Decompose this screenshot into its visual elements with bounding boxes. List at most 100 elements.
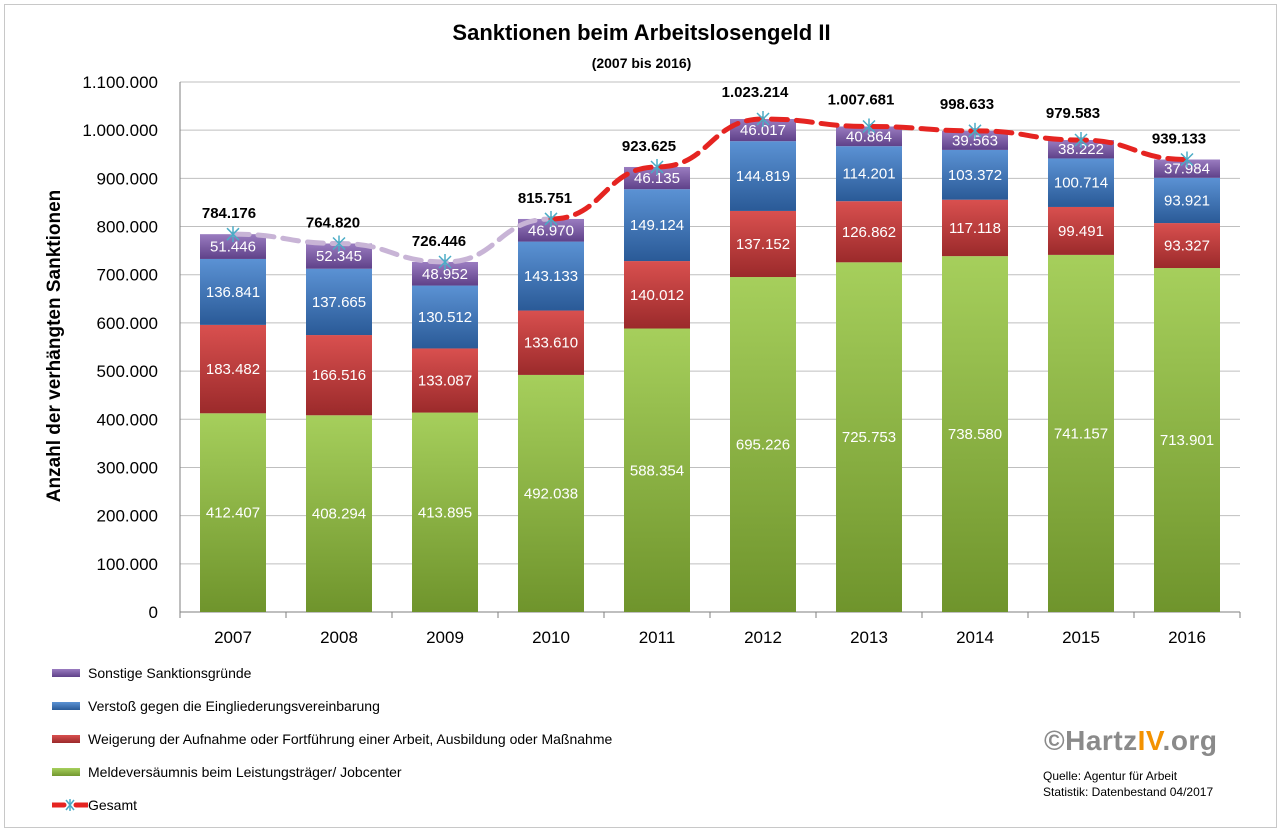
legend-swatch-sonstige xyxy=(52,668,80,677)
x-tick-label: 2010 xyxy=(532,628,570,647)
x-tick-label: 2012 xyxy=(744,628,782,647)
legend-item-weigerung: Weigerung der Aufnahme oder Fortführung … xyxy=(52,722,612,755)
data-label: 136.841 xyxy=(206,284,260,301)
total-label: 979.583 xyxy=(1046,105,1100,122)
data-label: 741.157 xyxy=(1054,425,1108,442)
bar-segment xyxy=(730,277,796,612)
total-label: 1.007.681 xyxy=(828,91,895,108)
data-label: 408.294 xyxy=(312,506,366,523)
legend-label-sonstige: Sonstige Sanktionsgründe xyxy=(88,664,252,681)
x-tick-label: 2014 xyxy=(956,628,994,647)
x-tick-label: 2013 xyxy=(850,628,888,647)
total-label: 939.133 xyxy=(1152,131,1206,148)
total-marker xyxy=(226,226,240,243)
y-tick-label: 100.000 xyxy=(97,555,158,574)
data-label: 183.482 xyxy=(206,361,260,378)
bar-segment xyxy=(1048,140,1114,159)
total-label: 998.633 xyxy=(940,96,994,113)
legend-item-sonstige: Sonstige Sanktionsgründe xyxy=(52,656,612,689)
y-tick-label: 1.000.000 xyxy=(82,121,158,140)
source-note: Quelle: Agentur für Arbeit Statistik: Da… xyxy=(1043,768,1213,800)
bar-segment xyxy=(306,335,372,416)
legend-label-gesamt: Gesamt xyxy=(88,796,138,813)
total-label: 1.023.214 xyxy=(722,84,789,101)
x-tick-label: 2011 xyxy=(639,628,676,647)
bar-segment xyxy=(518,218,584,242)
total-marker xyxy=(438,253,452,270)
bar-segment xyxy=(412,285,478,349)
bar-segment xyxy=(942,130,1008,150)
total-marker xyxy=(756,110,770,127)
y-tick-label: 400.000 xyxy=(97,410,158,429)
bar-segment xyxy=(1048,206,1114,255)
bar-segment xyxy=(1048,158,1114,207)
total-label: 764.820 xyxy=(306,214,360,231)
total-marker xyxy=(332,235,346,252)
data-label: 140.012 xyxy=(630,287,684,304)
y-tick-label: 700.000 xyxy=(97,266,158,285)
bar-segment xyxy=(1154,268,1220,612)
data-label: 149.124 xyxy=(630,217,684,234)
logo-part3: .org xyxy=(1162,725,1218,756)
data-label: 100.714 xyxy=(1054,175,1108,192)
bar-segment xyxy=(836,201,902,263)
x-tick-label: 2008 xyxy=(320,628,358,647)
total-label: 726.446 xyxy=(412,233,466,250)
legend-swatch-gesamt xyxy=(52,798,88,811)
bar-segment xyxy=(1154,177,1220,224)
bar-segment xyxy=(624,328,690,612)
data-label: 137.152 xyxy=(736,236,790,253)
total-marker xyxy=(1074,132,1088,149)
data-label: 133.087 xyxy=(418,373,472,390)
y-tick-label: 500.000 xyxy=(97,362,158,381)
data-label: 52.345 xyxy=(316,248,362,265)
data-label: 93.921 xyxy=(1164,192,1210,209)
bar-segment xyxy=(624,166,690,190)
bar-segment xyxy=(306,268,372,336)
bar-segment xyxy=(518,241,584,311)
data-label: 738.580 xyxy=(948,426,1002,443)
data-label: 103.372 xyxy=(948,167,1002,184)
y-tick-label: 200.000 xyxy=(97,507,158,526)
legend-swatch-verstoss xyxy=(52,701,80,710)
bar-segment xyxy=(730,118,796,142)
bar-segment xyxy=(412,348,478,413)
total-label: 815.751 xyxy=(518,190,572,207)
total-marker xyxy=(1180,151,1194,168)
legend: Sonstige Sanktionsgründe Verstoß gegen d… xyxy=(52,656,612,821)
data-label: 143.133 xyxy=(524,268,578,285)
legend-label-verstoss: Verstoß gegen die Eingliederungsvereinba… xyxy=(88,697,380,714)
bar-segment xyxy=(836,126,902,147)
total-label: 923.625 xyxy=(622,138,676,155)
data-label: 114.201 xyxy=(842,166,895,183)
data-label: 40.864 xyxy=(846,128,892,145)
y-tick-label: 1.100.000 xyxy=(82,73,158,92)
bar-segment xyxy=(200,324,266,414)
data-label: 126.862 xyxy=(842,224,896,241)
bar-segment xyxy=(624,189,690,262)
source-line-2: Statistik: Datenbestand 04/2017 xyxy=(1043,785,1214,799)
data-label: 46.017 xyxy=(740,122,786,139)
bar-segment xyxy=(200,413,266,612)
legend-label-meldeversaeumnis: Meldeversäumnis beim Leistungsträger/ Jo… xyxy=(88,763,402,780)
data-label: 588.354 xyxy=(630,462,684,479)
y-tick-label: 900.000 xyxy=(97,169,158,188)
bar-segment xyxy=(518,374,584,612)
total-marker xyxy=(650,158,664,175)
chart-title: Sanktionen beim Arbeitslosengeld II xyxy=(452,20,831,45)
bar-segment xyxy=(836,146,902,202)
data-label: 39.563 xyxy=(952,132,998,149)
x-tick-label: 2007 xyxy=(214,628,252,647)
bar-segment xyxy=(624,261,690,329)
data-label: 137.665 xyxy=(312,294,366,311)
chart-frame xyxy=(4,4,1277,828)
x-tick-label: 2009 xyxy=(426,628,464,647)
bar-segment xyxy=(1154,159,1220,178)
legend-item-meldeversaeumnis: Meldeversäumnis beim Leistungsträger/ Jo… xyxy=(52,755,612,788)
data-label: 492.038 xyxy=(524,485,578,502)
data-label: 725.753 xyxy=(842,429,896,446)
legend-item-gesamt: Gesamt xyxy=(52,788,612,821)
data-label: 412.407 xyxy=(206,505,260,522)
y-tick-label: 300.000 xyxy=(97,458,158,477)
